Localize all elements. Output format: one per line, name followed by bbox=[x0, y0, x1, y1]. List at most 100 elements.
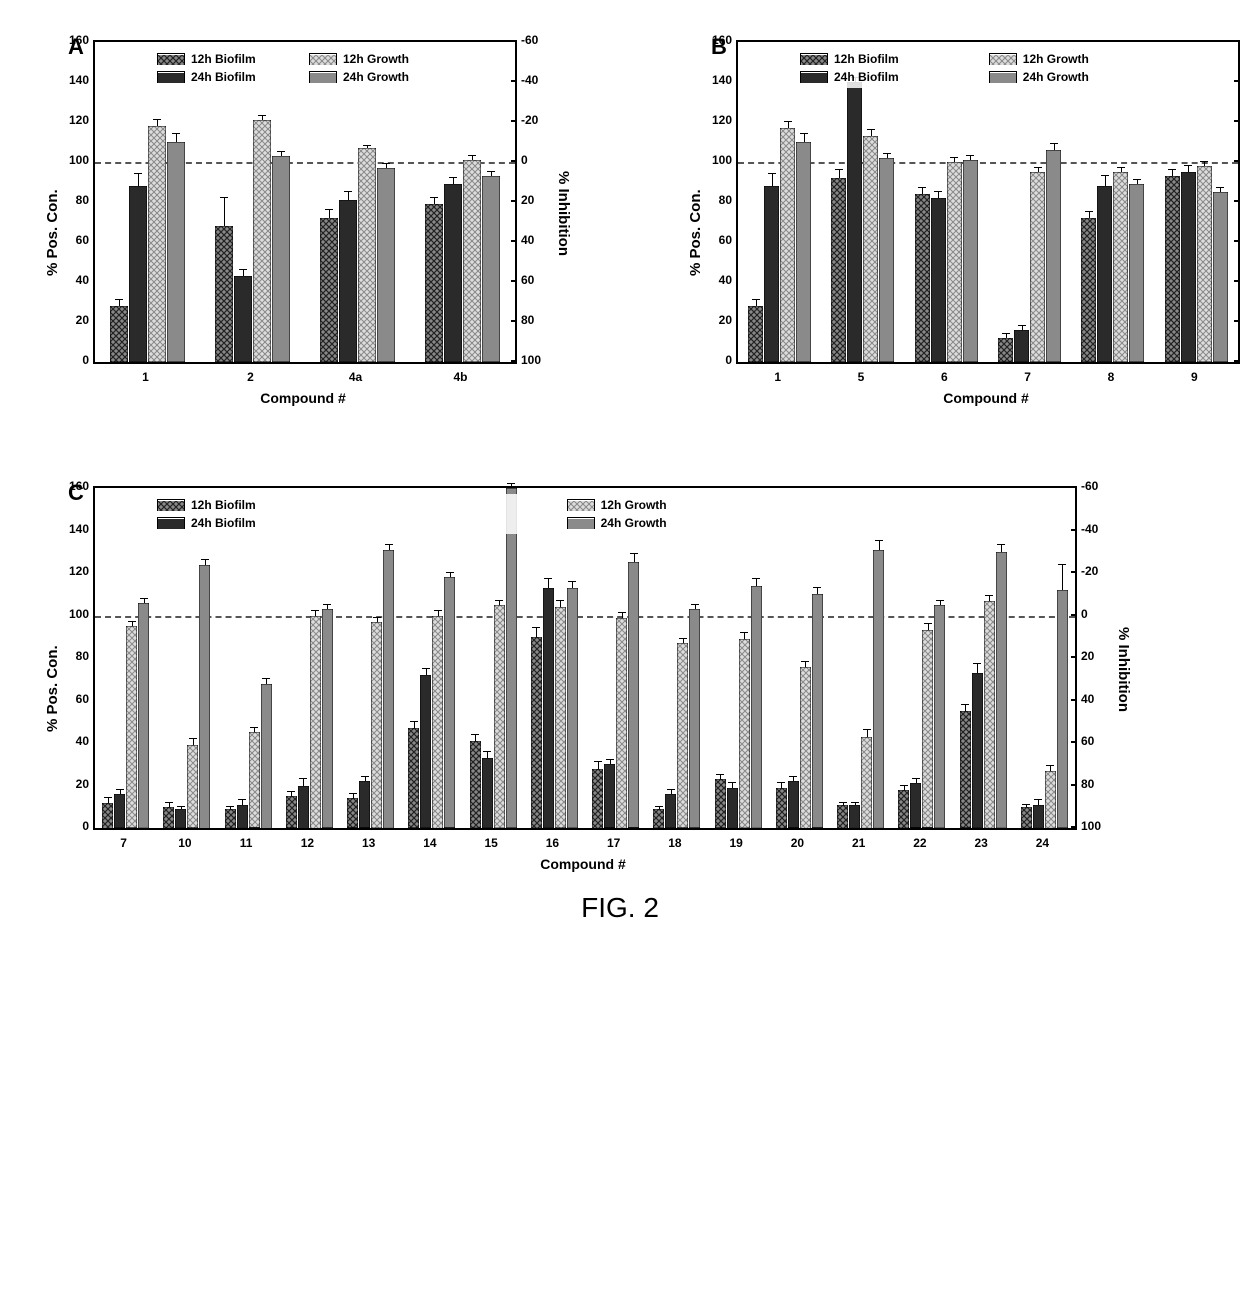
error-bar bbox=[373, 617, 381, 622]
error-bar bbox=[325, 209, 333, 218]
bar bbox=[1113, 172, 1128, 362]
error-bar bbox=[618, 612, 626, 617]
legend-label: 24h Biofilm bbox=[834, 70, 899, 84]
panel-a: A% Pos. Con.02040608010012014016012h Bio… bbox=[40, 40, 623, 406]
error-bar bbox=[667, 789, 675, 794]
bar bbox=[922, 630, 933, 828]
error-bar bbox=[153, 119, 161, 126]
bar-groups bbox=[95, 488, 1075, 828]
bar bbox=[1181, 172, 1196, 362]
error-bar bbox=[1168, 169, 1176, 176]
bar bbox=[253, 120, 271, 362]
error-bar bbox=[801, 661, 809, 666]
bar-group bbox=[163, 565, 210, 829]
bar bbox=[1165, 176, 1180, 362]
bar bbox=[506, 488, 517, 828]
bar-groups bbox=[738, 42, 1238, 362]
y-axis-left-ticks: 020406080100120140160 bbox=[704, 40, 736, 360]
bar bbox=[1081, 218, 1096, 362]
error-bar bbox=[789, 776, 797, 781]
error-bar bbox=[104, 797, 112, 802]
error-bar bbox=[900, 785, 908, 790]
error-bar bbox=[1200, 161, 1208, 166]
error-bar bbox=[568, 581, 576, 588]
bar bbox=[225, 809, 236, 828]
error-bar bbox=[385, 544, 393, 549]
x-tick-label: 20 bbox=[767, 836, 828, 850]
error-bar bbox=[361, 776, 369, 781]
legend-item: 12h Growth bbox=[309, 52, 447, 66]
error-bar bbox=[1022, 804, 1030, 807]
error-bar bbox=[434, 610, 442, 615]
error-bar bbox=[410, 721, 418, 728]
legend-item: 24h Growth bbox=[989, 70, 1164, 84]
error-bar bbox=[323, 604, 331, 609]
bar bbox=[677, 643, 688, 828]
bar-group bbox=[215, 120, 290, 362]
bar bbox=[1021, 807, 1032, 828]
y-axis-left-ticks: 020406080100120140160 bbox=[61, 486, 93, 826]
bar bbox=[272, 156, 290, 362]
error-bar bbox=[1216, 187, 1224, 192]
bar bbox=[780, 128, 795, 362]
error-bar bbox=[201, 559, 209, 564]
legend-label: 12h Growth bbox=[1023, 52, 1089, 66]
bar bbox=[1030, 172, 1045, 362]
error-bar bbox=[134, 173, 142, 186]
y-axis-left-ticks: 020406080100120140160 bbox=[61, 40, 93, 360]
bar-group bbox=[998, 150, 1061, 362]
x-tick-label: 12 bbox=[277, 836, 338, 850]
bar bbox=[215, 226, 233, 362]
x-axis-label: Compound # bbox=[93, 850, 1073, 872]
bar-group bbox=[1081, 172, 1144, 362]
error-bar bbox=[483, 751, 491, 758]
bar bbox=[463, 160, 481, 362]
error-bar bbox=[115, 299, 123, 306]
error-bar bbox=[277, 151, 285, 156]
error-bar bbox=[1046, 765, 1054, 770]
legend-swatch bbox=[989, 71, 1017, 83]
error-bar bbox=[468, 155, 476, 160]
error-bar bbox=[1002, 333, 1010, 338]
legend-swatch bbox=[989, 53, 1017, 65]
bar bbox=[482, 758, 493, 828]
legend-swatch bbox=[157, 499, 185, 511]
x-tick-label: 1 bbox=[93, 370, 198, 384]
bar-group bbox=[425, 160, 500, 362]
error-bar bbox=[985, 595, 993, 600]
x-tick-label: 24 bbox=[1012, 836, 1073, 850]
bar bbox=[910, 783, 921, 828]
bar bbox=[996, 552, 1007, 828]
error-bar bbox=[606, 759, 614, 764]
error-bar bbox=[172, 133, 180, 142]
error-bar bbox=[594, 761, 602, 768]
error-bar bbox=[532, 627, 540, 637]
bar bbox=[377, 168, 395, 362]
bar bbox=[764, 186, 779, 362]
legend-label: 24h Growth bbox=[601, 516, 667, 530]
bar bbox=[931, 198, 946, 362]
bar bbox=[947, 162, 962, 362]
bar-group bbox=[960, 552, 1007, 828]
bar bbox=[339, 200, 357, 362]
error-bar bbox=[875, 540, 883, 550]
bar bbox=[831, 178, 846, 362]
error-bar bbox=[189, 738, 197, 745]
chart: % Pos. Con.02040608010012014016012h Biof… bbox=[40, 486, 1200, 872]
bar-group bbox=[110, 126, 185, 362]
error-bar bbox=[299, 778, 307, 785]
legend-label: 12h Biofilm bbox=[191, 498, 256, 512]
error-bar bbox=[1034, 167, 1042, 172]
error-bar bbox=[630, 553, 638, 563]
error-bar bbox=[752, 299, 760, 306]
bar-group bbox=[898, 605, 945, 828]
bar bbox=[371, 622, 382, 828]
bar bbox=[628, 562, 639, 828]
bar bbox=[796, 142, 811, 362]
error-bar bbox=[287, 791, 295, 796]
bar bbox=[237, 805, 248, 828]
y-axis-right-label: % Inhibition bbox=[551, 40, 572, 406]
error-bar bbox=[363, 145, 371, 148]
y-axis-right-ticks: 100806040200-20-40-60 bbox=[1077, 486, 1111, 826]
bar bbox=[148, 126, 166, 362]
